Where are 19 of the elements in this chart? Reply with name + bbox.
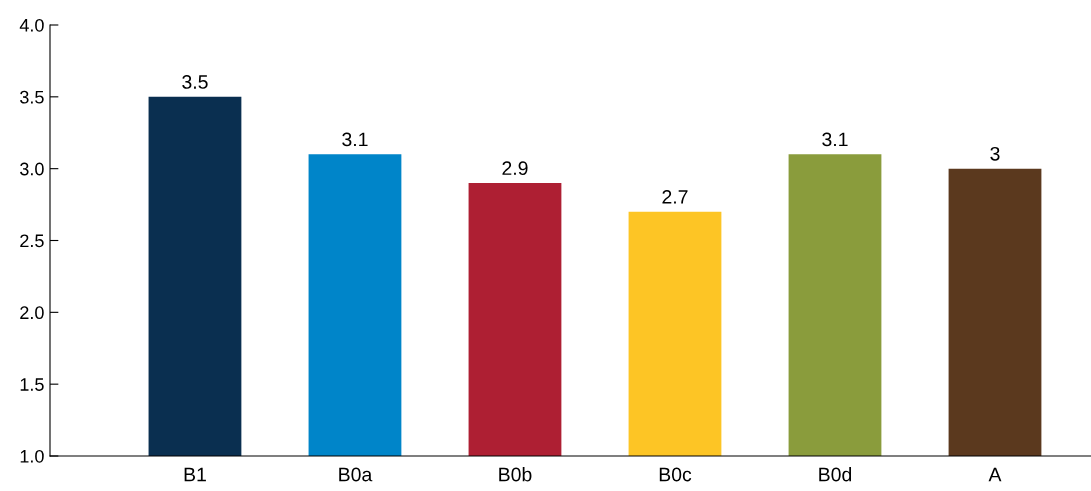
y-tick-label: 3.0 [20,162,44,176]
y-tick-label: 2.0 [20,306,44,320]
data-label: 3.1 [342,132,368,147]
y-tick-label: 1.5 [20,378,44,391]
data-label: 3 [990,146,1000,161]
data-label: 3.5 [182,75,208,89]
data-label: 2.7 [662,189,688,204]
x-tick-label: B0b [499,467,532,482]
y-tick-label: 2.5 [20,234,44,248]
x-tick-label: B0d [819,467,852,482]
data-label: 2.9 [502,161,528,176]
x-tick-label: B0c [659,467,692,482]
y-tick-label: 3.5 [20,90,44,104]
y-tick-label: 4.0 [19,18,44,32]
x-tick-label: B1 [184,467,206,482]
x-tick-label: A [988,467,1002,482]
data-label: 3.1 [822,132,848,147]
y-tick-label: 1.0 [20,449,44,463]
x-tick-label: B0a [339,467,373,482]
